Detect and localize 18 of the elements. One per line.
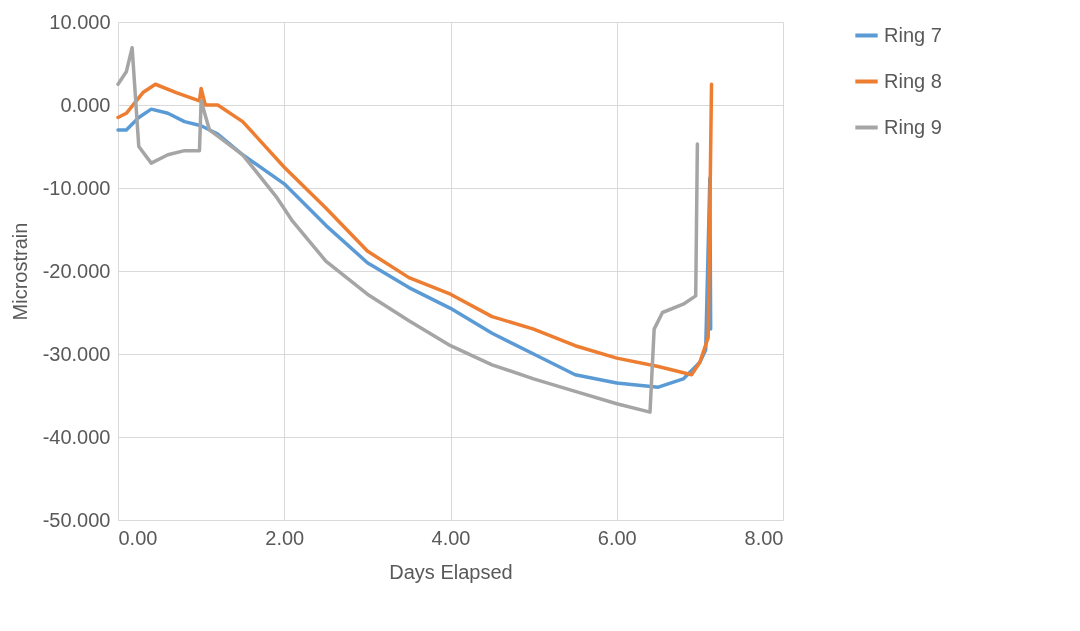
y-tick-label: -10.000 (42, 176, 111, 199)
legend-label: Ring 8 (884, 69, 942, 92)
y-tick-label: -50.000 (42, 508, 111, 531)
y-tick-label: 10.000 (49, 10, 111, 33)
x-tick-label: 6.00 (597, 526, 637, 549)
y-tick-label: -30.000 (42, 342, 111, 365)
y-tick-label: 0.000 (60, 93, 111, 116)
y-axis-title: Microstrain (8, 222, 31, 321)
x-tick-label: 4.00 (431, 526, 471, 549)
y-tick-label: -20.000 (42, 259, 111, 282)
x-axis-title: Days Elapsed (389, 560, 513, 583)
x-tick-label: 0.00 (118, 526, 158, 549)
y-tick-label: -40.000 (42, 425, 111, 448)
legend-label: Ring 7 (884, 23, 942, 46)
x-tick-label: 2.00 (265, 526, 305, 549)
legend-label: Ring 9 (884, 115, 942, 138)
x-tick-label: 8.00 (744, 526, 784, 549)
line-series (116, 45, 700, 414)
